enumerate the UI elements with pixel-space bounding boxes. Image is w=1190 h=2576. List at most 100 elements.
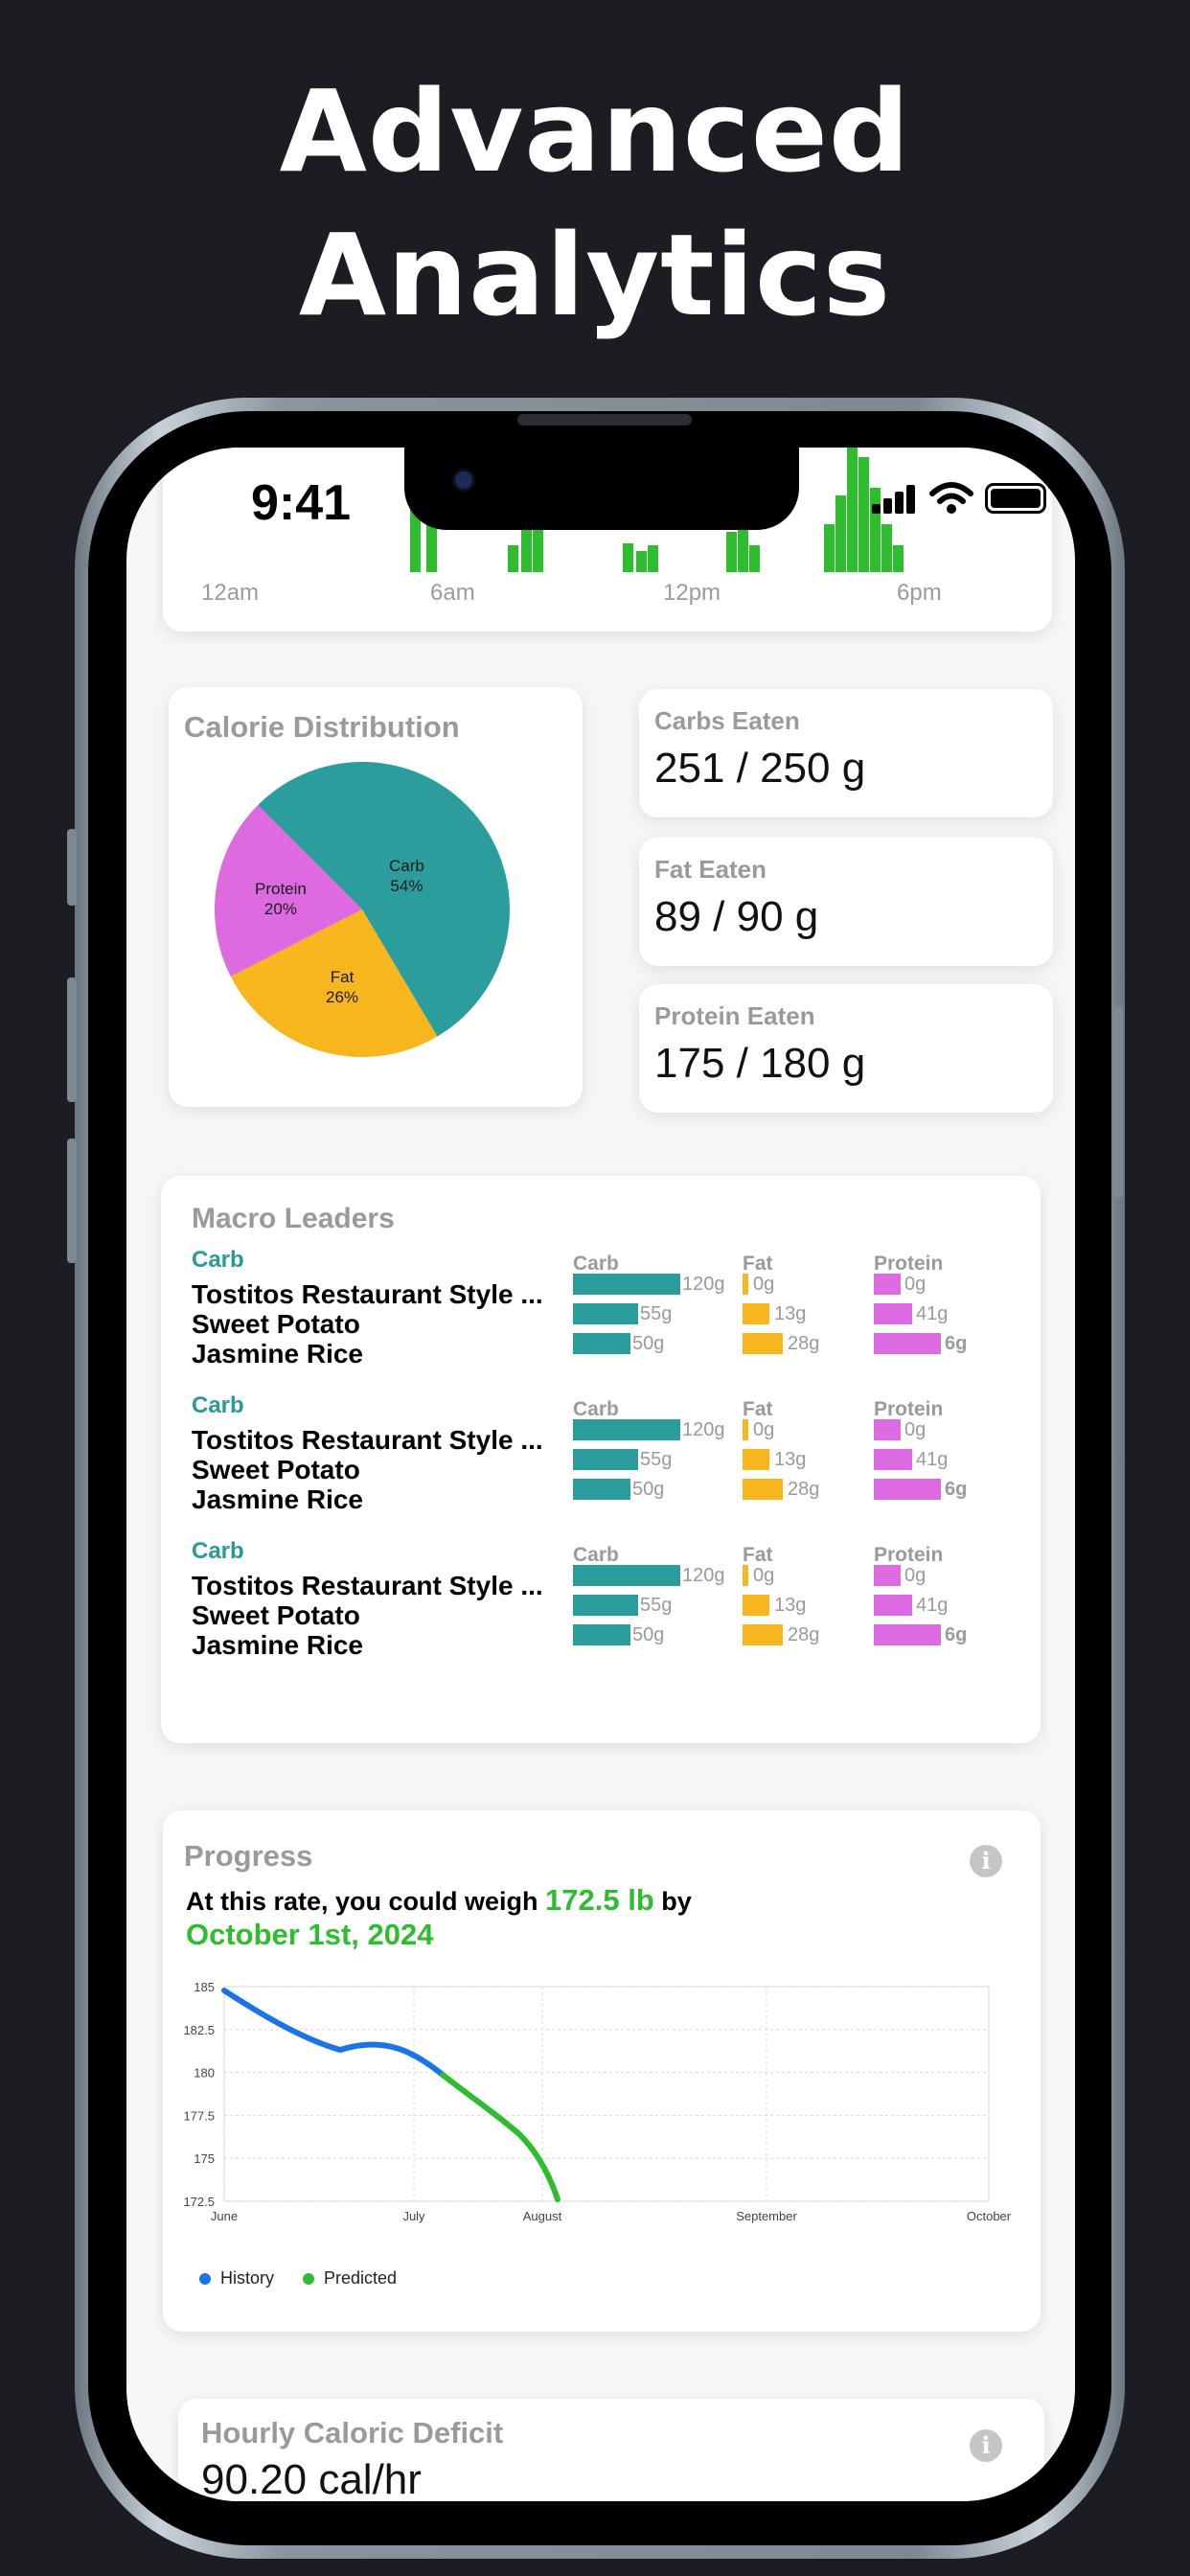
legend-predicted: Predicted xyxy=(303,2268,397,2288)
pie-slice-protein xyxy=(214,805,362,977)
protein-eaten-value: 175 / 180 g xyxy=(654,1040,866,1087)
carb-bar xyxy=(573,1333,630,1354)
history-legend-dot xyxy=(199,2272,211,2285)
protein-value: 6g xyxy=(945,1624,968,1645)
leader-category: Carb xyxy=(192,1392,244,1418)
carb-value: 50g xyxy=(632,1624,665,1645)
carb-value: 120g xyxy=(682,1419,725,1440)
y-tick-label: 185 xyxy=(194,1980,215,1994)
protein-value: 0g xyxy=(904,1419,927,1440)
protein-bar xyxy=(874,1303,912,1324)
history-line xyxy=(221,1988,446,2078)
volume-down-button xyxy=(67,1138,77,1263)
hourly-bar xyxy=(636,551,647,572)
protein-value: 41g xyxy=(916,1449,949,1470)
y-tick-label: 175 xyxy=(194,2151,215,2166)
progress-summary: At this rate, you could weigh 172.5 lb b… xyxy=(186,1883,692,1917)
fat-eaten-card[interactable]: Fat Eaten 89 / 90 g xyxy=(639,838,1053,966)
carb-bar xyxy=(573,1565,680,1586)
carb-bar xyxy=(573,1303,638,1324)
col-head-protein: Protein xyxy=(874,1253,944,1275)
protein-value: 41g xyxy=(916,1595,949,1616)
carbs-eaten-card[interactable]: Carbs Eaten 251 / 250 g xyxy=(639,689,1053,817)
hourly-bar xyxy=(426,515,437,572)
leader-food[interactable]: Jasmine Rice xyxy=(192,1339,363,1368)
chart-frame xyxy=(223,1986,990,2202)
camera xyxy=(452,469,475,492)
leader-food[interactable]: Sweet Potato xyxy=(192,1309,360,1339)
carb-value: 50g xyxy=(632,1479,665,1500)
pie-label-carb: Carb 54% xyxy=(389,857,424,895)
fat-eaten-title: Fat Eaten xyxy=(654,855,767,884)
carb-bar xyxy=(573,1624,630,1645)
col-head-carb: Carb xyxy=(573,1398,619,1420)
progress-info-icon[interactable]: i xyxy=(970,1845,1002,1877)
leader-food[interactable]: Tostitos Restaurant Style ... xyxy=(192,1279,543,1309)
hourly-bar xyxy=(870,488,881,572)
hour-label-12pm: 12pm xyxy=(663,580,721,606)
protein-eaten-card[interactable]: Protein Eaten 175 / 180 g xyxy=(639,984,1053,1113)
hourly-deficit-card[interactable]: Hourly Caloric Deficit i 90.20 cal/hr xyxy=(178,2399,1044,2501)
protein-bar xyxy=(874,1419,901,1440)
col-head-protein: Protein xyxy=(874,1544,944,1566)
protein-value: 41g xyxy=(916,1303,949,1324)
wifi-icon xyxy=(929,482,973,514)
x-tick-label: September xyxy=(736,2209,797,2223)
notch xyxy=(404,448,799,530)
protein-bar xyxy=(874,1479,941,1500)
leader-food[interactable]: Jasmine Rice xyxy=(192,1484,363,1514)
col-head-protein: Protein xyxy=(874,1398,944,1420)
protein-value: 6g xyxy=(945,1479,968,1500)
leader-food[interactable]: Tostitos Restaurant Style ... xyxy=(192,1571,543,1600)
hourly-bar xyxy=(726,532,737,572)
deficit-title: Hourly Caloric Deficit xyxy=(201,2416,504,2450)
protein-bar xyxy=(874,1274,901,1295)
col-head-carb: Carb xyxy=(573,1544,619,1566)
hourly-bar xyxy=(749,545,760,572)
mute-switch xyxy=(67,829,77,906)
leader-group: Carb Tostitos Restaurant Style ... Sweet P… xyxy=(192,1392,1025,1536)
progress-card[interactable]: Progress i At this rate, you could weigh… xyxy=(163,1810,1041,2332)
headline: Advanced Analytics xyxy=(0,59,1190,347)
hourly-bar xyxy=(521,524,532,572)
fat-eaten-value: 89 / 90 g xyxy=(654,893,819,940)
fat-value: 13g xyxy=(774,1303,807,1324)
leader-food[interactable]: Jasmine Rice xyxy=(192,1630,363,1660)
y-tick-label: 172.5 xyxy=(183,2195,215,2209)
leader-group: Carb Tostitos Restaurant Style ... Sweet P… xyxy=(192,1247,1025,1391)
calorie-distribution-card[interactable]: Calorie Distribution Carb 54% Fat 26% Prot… xyxy=(169,687,583,1107)
hourly-bar xyxy=(410,481,421,572)
carb-bar xyxy=(573,1595,638,1616)
speaker xyxy=(517,414,692,426)
power-button xyxy=(1113,1006,1123,1198)
hour-label-6pm: 6pm xyxy=(897,580,942,606)
status-icons xyxy=(872,482,1046,515)
fat-value: 0g xyxy=(753,1419,775,1440)
carb-bar xyxy=(573,1274,680,1295)
y-tick-label: 182.5 xyxy=(183,2023,215,2037)
calorie-distribution-title: Calorie Distribution xyxy=(184,710,460,744)
y-tick-label: 177.5 xyxy=(183,2108,215,2123)
fat-bar xyxy=(743,1479,783,1500)
hour-label-6am: 6am xyxy=(430,580,475,606)
leader-food[interactable]: Sweet Potato xyxy=(192,1600,360,1630)
fat-bar xyxy=(743,1449,769,1470)
col-head-fat: Fat xyxy=(743,1253,773,1275)
deficit-info-icon[interactable]: i xyxy=(970,2429,1002,2462)
headline-line1: Advanced xyxy=(279,65,911,197)
cellular-signal-icon xyxy=(872,483,918,514)
macro-leaders-title: Macro Leaders xyxy=(192,1203,395,1234)
headline-line2: Analytics xyxy=(298,209,892,341)
leader-food[interactable]: Tostitos Restaurant Style ... xyxy=(192,1425,543,1455)
fat-value: 28g xyxy=(788,1479,820,1500)
carb-value: 120g xyxy=(682,1565,725,1586)
fat-value: 28g xyxy=(788,1333,820,1354)
carbs-eaten-title: Carbs Eaten xyxy=(654,706,800,735)
leader-category: Carb xyxy=(192,1538,244,1564)
fat-bar xyxy=(743,1624,783,1645)
leader-food[interactable]: Sweet Potato xyxy=(192,1455,360,1484)
macro-leaders-card[interactable]: Macro Leaders Carb Tostitos Restaurant St… xyxy=(161,1176,1041,1743)
fat-bar xyxy=(743,1274,748,1295)
carb-value: 55g xyxy=(640,1449,673,1470)
